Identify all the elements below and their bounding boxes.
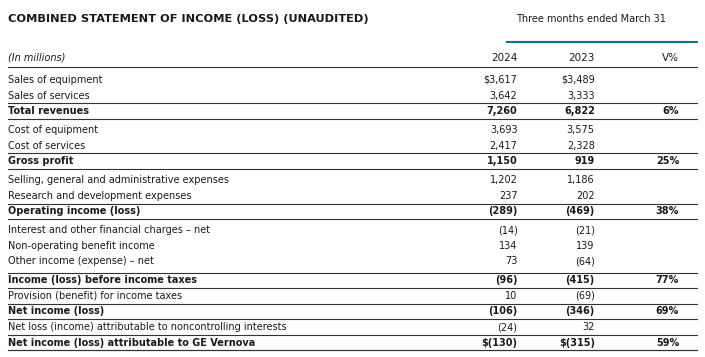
Text: (In millions): (In millions) xyxy=(8,53,66,63)
Text: 6,822: 6,822 xyxy=(564,106,595,116)
Text: 2,417: 2,417 xyxy=(490,141,517,151)
Text: $(315): $(315) xyxy=(559,337,595,347)
Text: 237: 237 xyxy=(499,191,517,201)
Text: (14): (14) xyxy=(498,225,517,235)
Text: 25%: 25% xyxy=(656,156,679,166)
Text: COMBINED STATEMENT OF INCOME (LOSS) (UNAUDITED): COMBINED STATEMENT OF INCOME (LOSS) (UNA… xyxy=(8,14,369,24)
Text: (69): (69) xyxy=(575,291,595,301)
Text: 2023: 2023 xyxy=(568,53,595,63)
Text: Research and development expenses: Research and development expenses xyxy=(8,191,192,201)
Text: 919: 919 xyxy=(575,156,595,166)
Text: (96): (96) xyxy=(495,276,517,286)
Text: Gross profit: Gross profit xyxy=(8,156,74,166)
Text: Cost of equipment: Cost of equipment xyxy=(8,125,99,135)
Text: 59%: 59% xyxy=(656,337,679,347)
Text: $(130): $(130) xyxy=(482,337,517,347)
Text: 3,333: 3,333 xyxy=(567,91,595,101)
Text: 139: 139 xyxy=(577,241,595,251)
Text: 3,693: 3,693 xyxy=(490,125,517,135)
Text: V%: V% xyxy=(662,53,679,63)
Text: Income (loss) before income taxes: Income (loss) before income taxes xyxy=(8,276,197,286)
Text: Selling, general and administrative expenses: Selling, general and administrative expe… xyxy=(8,175,229,185)
Text: Sales of services: Sales of services xyxy=(8,91,90,101)
Text: 77%: 77% xyxy=(656,276,679,286)
Text: (415): (415) xyxy=(565,276,595,286)
Text: (346): (346) xyxy=(565,307,595,317)
Text: 2024: 2024 xyxy=(491,53,517,63)
Text: (469): (469) xyxy=(565,206,595,216)
Text: $3,617: $3,617 xyxy=(484,75,517,85)
Text: (24): (24) xyxy=(498,322,517,332)
Text: 1,186: 1,186 xyxy=(567,175,595,185)
Text: (64): (64) xyxy=(575,256,595,266)
Text: Total revenues: Total revenues xyxy=(8,106,90,116)
Text: Net income (loss): Net income (loss) xyxy=(8,307,104,317)
Text: 73: 73 xyxy=(505,256,517,266)
Text: 6%: 6% xyxy=(663,106,679,116)
Text: 2,328: 2,328 xyxy=(567,141,595,151)
Text: Provision (benefit) for income taxes: Provision (benefit) for income taxes xyxy=(8,291,183,301)
Text: (289): (289) xyxy=(488,206,517,216)
Text: Operating income (loss): Operating income (loss) xyxy=(8,206,141,216)
Text: Non-operating benefit income: Non-operating benefit income xyxy=(8,241,155,251)
Text: 10: 10 xyxy=(505,291,517,301)
Text: Other income (expense) – net: Other income (expense) – net xyxy=(8,256,154,266)
Text: Net loss (income) attributable to noncontrolling interests: Net loss (income) attributable to noncon… xyxy=(8,322,287,332)
Text: 7,260: 7,260 xyxy=(486,106,517,116)
Text: $3,489: $3,489 xyxy=(561,75,595,85)
Text: 38%: 38% xyxy=(656,206,679,216)
Text: 69%: 69% xyxy=(656,307,679,317)
Text: 1,150: 1,150 xyxy=(486,156,517,166)
Text: Interest and other financial charges – net: Interest and other financial charges – n… xyxy=(8,225,211,235)
Text: Three months ended March 31: Three months ended March 31 xyxy=(516,14,666,24)
Text: 134: 134 xyxy=(499,241,517,251)
Text: 3,642: 3,642 xyxy=(490,91,517,101)
Text: Cost of services: Cost of services xyxy=(8,141,86,151)
Text: 202: 202 xyxy=(576,191,595,201)
Text: Net income (loss) attributable to GE Vernova: Net income (loss) attributable to GE Ver… xyxy=(8,337,256,347)
Text: 1,202: 1,202 xyxy=(490,175,517,185)
Text: Sales of equipment: Sales of equipment xyxy=(8,75,103,85)
Text: (106): (106) xyxy=(489,307,517,317)
Text: 3,575: 3,575 xyxy=(567,125,595,135)
Text: (21): (21) xyxy=(575,225,595,235)
Text: 32: 32 xyxy=(582,322,595,332)
